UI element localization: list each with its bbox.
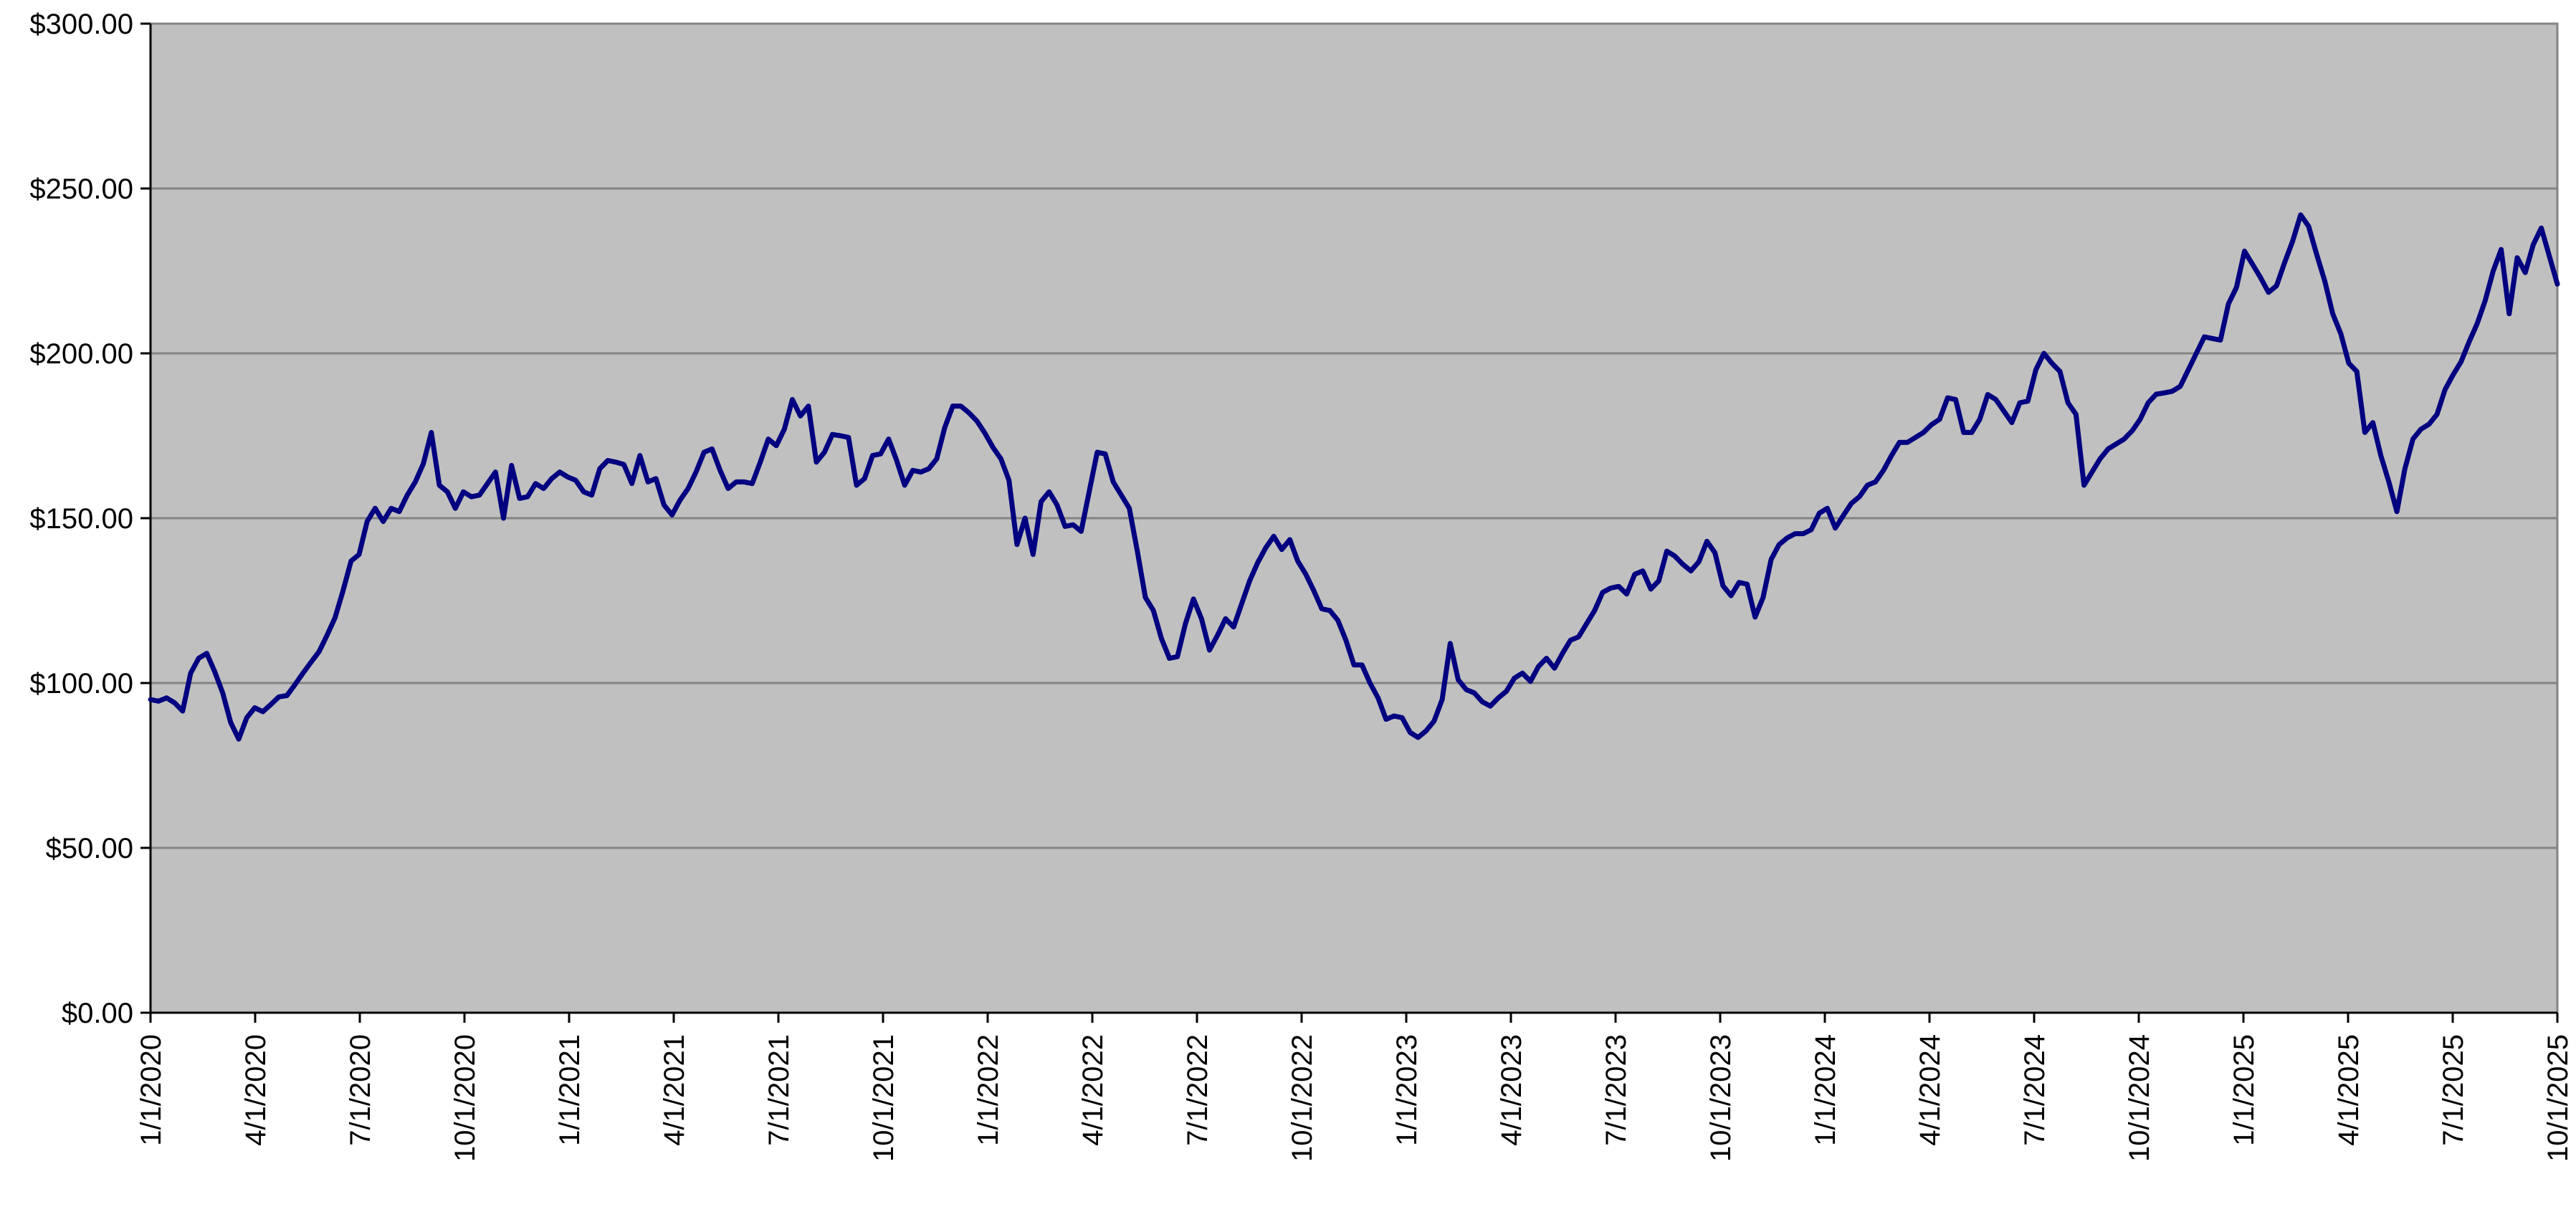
x-axis-ticks [149,1013,2559,1023]
y-axis-label: $50.00 [46,833,133,864]
x-axis-label: 10/1/2025 [2542,1034,2574,1162]
x-axis-label: 7/1/2021 [763,1034,795,1146]
x-axis-label: 4/1/2024 [1914,1034,1946,1146]
x-axis-label: 4/1/2022 [1077,1034,1109,1146]
x-axis-label: 7/1/2020 [345,1034,376,1146]
x-axis-label: 1/1/2025 [2228,1034,2260,1146]
x-axis-label: 10/1/2021 [868,1034,900,1162]
x-axis-label: 4/1/2025 [2333,1034,2365,1146]
y-axis-label: $200.00 [29,338,133,370]
x-axis-label: 10/1/2024 [2124,1034,2155,1162]
y-axis-label: $0.00 [62,998,133,1029]
x-axis-label: 1/1/2021 [554,1034,586,1146]
y-axis-label: $250.00 [29,173,133,205]
y-axis-label: $150.00 [29,503,133,535]
x-axis-label: 1/1/2023 [1391,1034,1423,1146]
y-axis-label: $100.00 [29,668,133,700]
x-axis-label: 10/1/2020 [449,1034,481,1162]
x-axis-label: 7/1/2024 [2019,1034,2051,1146]
x-axis-label: 4/1/2021 [659,1034,690,1146]
x-axis-label: 1/1/2024 [1810,1034,1841,1146]
x-axis-label: 1/1/2022 [973,1034,1004,1146]
price-line-series [148,212,2560,742]
y-axis-label: $300.00 [29,9,133,40]
x-axis-label: 7/1/2023 [1601,1034,1632,1146]
x-axis-labels: 1/1/2020 4/1/2020 7/1/2020 10/1/2020 1/1/202… [135,1034,2574,1162]
y-axis-labels: $0.00 $50.00 $100.00 $150.00 $200.00 $250.00 $… [29,9,133,1029]
y-axis-ticks [140,22,151,1014]
x-axis-label: 10/1/2023 [1705,1034,1737,1162]
x-axis-label: 7/1/2022 [1182,1034,1213,1146]
x-axis-label: 4/1/2023 [1496,1034,1527,1146]
x-axis-label: 1/1/2020 [135,1034,167,1146]
x-axis-label: 10/1/2022 [1287,1034,1318,1162]
x-axis-label: 4/1/2020 [240,1034,272,1146]
x-axis-label: 7/1/2025 [2438,1034,2469,1146]
